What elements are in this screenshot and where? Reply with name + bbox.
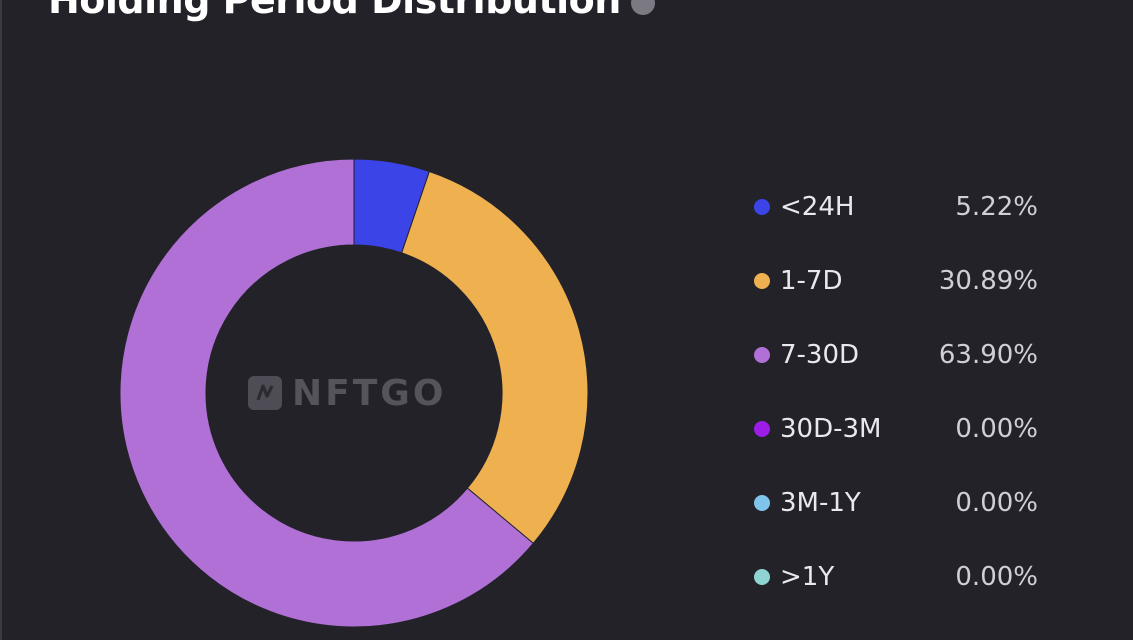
legend-value: 63.90% bbox=[938, 340, 1038, 370]
legend-label: <24H bbox=[780, 192, 855, 222]
legend-value: 0.00% bbox=[955, 562, 1038, 592]
legend-label: 3M-1Y bbox=[780, 488, 861, 518]
watermark: NFTGO bbox=[248, 372, 447, 414]
legend-dot-icon bbox=[754, 199, 770, 215]
legend-dot-icon bbox=[754, 421, 770, 437]
legend-value: 5.22% bbox=[955, 192, 1038, 222]
legend-item[interactable]: 30D-3M 0.00% bbox=[754, 407, 1044, 481]
legend-value: 0.00% bbox=[955, 488, 1038, 518]
legend-item[interactable]: 3M-1Y 0.00% bbox=[754, 481, 1044, 555]
legend-label: 30D-3M bbox=[780, 414, 882, 444]
nftgo-logo-icon bbox=[248, 376, 282, 410]
legend-dot-icon bbox=[754, 273, 770, 289]
legend-dot-icon bbox=[754, 569, 770, 585]
legend-value: 30.89% bbox=[938, 266, 1038, 296]
donut-svg bbox=[119, 158, 589, 628]
legend-dot-icon bbox=[754, 495, 770, 511]
info-icon[interactable] bbox=[630, 0, 655, 15]
page-title: Holding Period Distribution bbox=[48, 0, 621, 22]
donut-slice[interactable] bbox=[119, 158, 535, 628]
legend-item[interactable]: <24H 5.22% bbox=[754, 185, 1044, 259]
legend-label: >1Y bbox=[780, 562, 835, 592]
watermark-text: NFTGO bbox=[292, 372, 447, 414]
legend-item[interactable]: >1Y 0.00% bbox=[754, 555, 1044, 629]
title-row: Holding Period Distribution bbox=[48, 0, 655, 26]
legend-item[interactable]: 7-30D 63.90% bbox=[754, 333, 1044, 407]
legend-value: 0.00% bbox=[955, 414, 1038, 444]
donut-chart bbox=[118, 157, 590, 629]
donut-slice[interactable] bbox=[401, 170, 589, 545]
legend-label: 1-7D bbox=[780, 266, 843, 296]
chart-legend: <24H 5.22% 1-7D 30.89% 7-30D 63.90% 30D-3M 0.00… bbox=[754, 185, 1044, 629]
legend-item[interactable]: 1-7D 30.89% bbox=[754, 259, 1044, 333]
legend-dot-icon bbox=[754, 347, 770, 363]
legend-label: 7-30D bbox=[780, 340, 860, 370]
